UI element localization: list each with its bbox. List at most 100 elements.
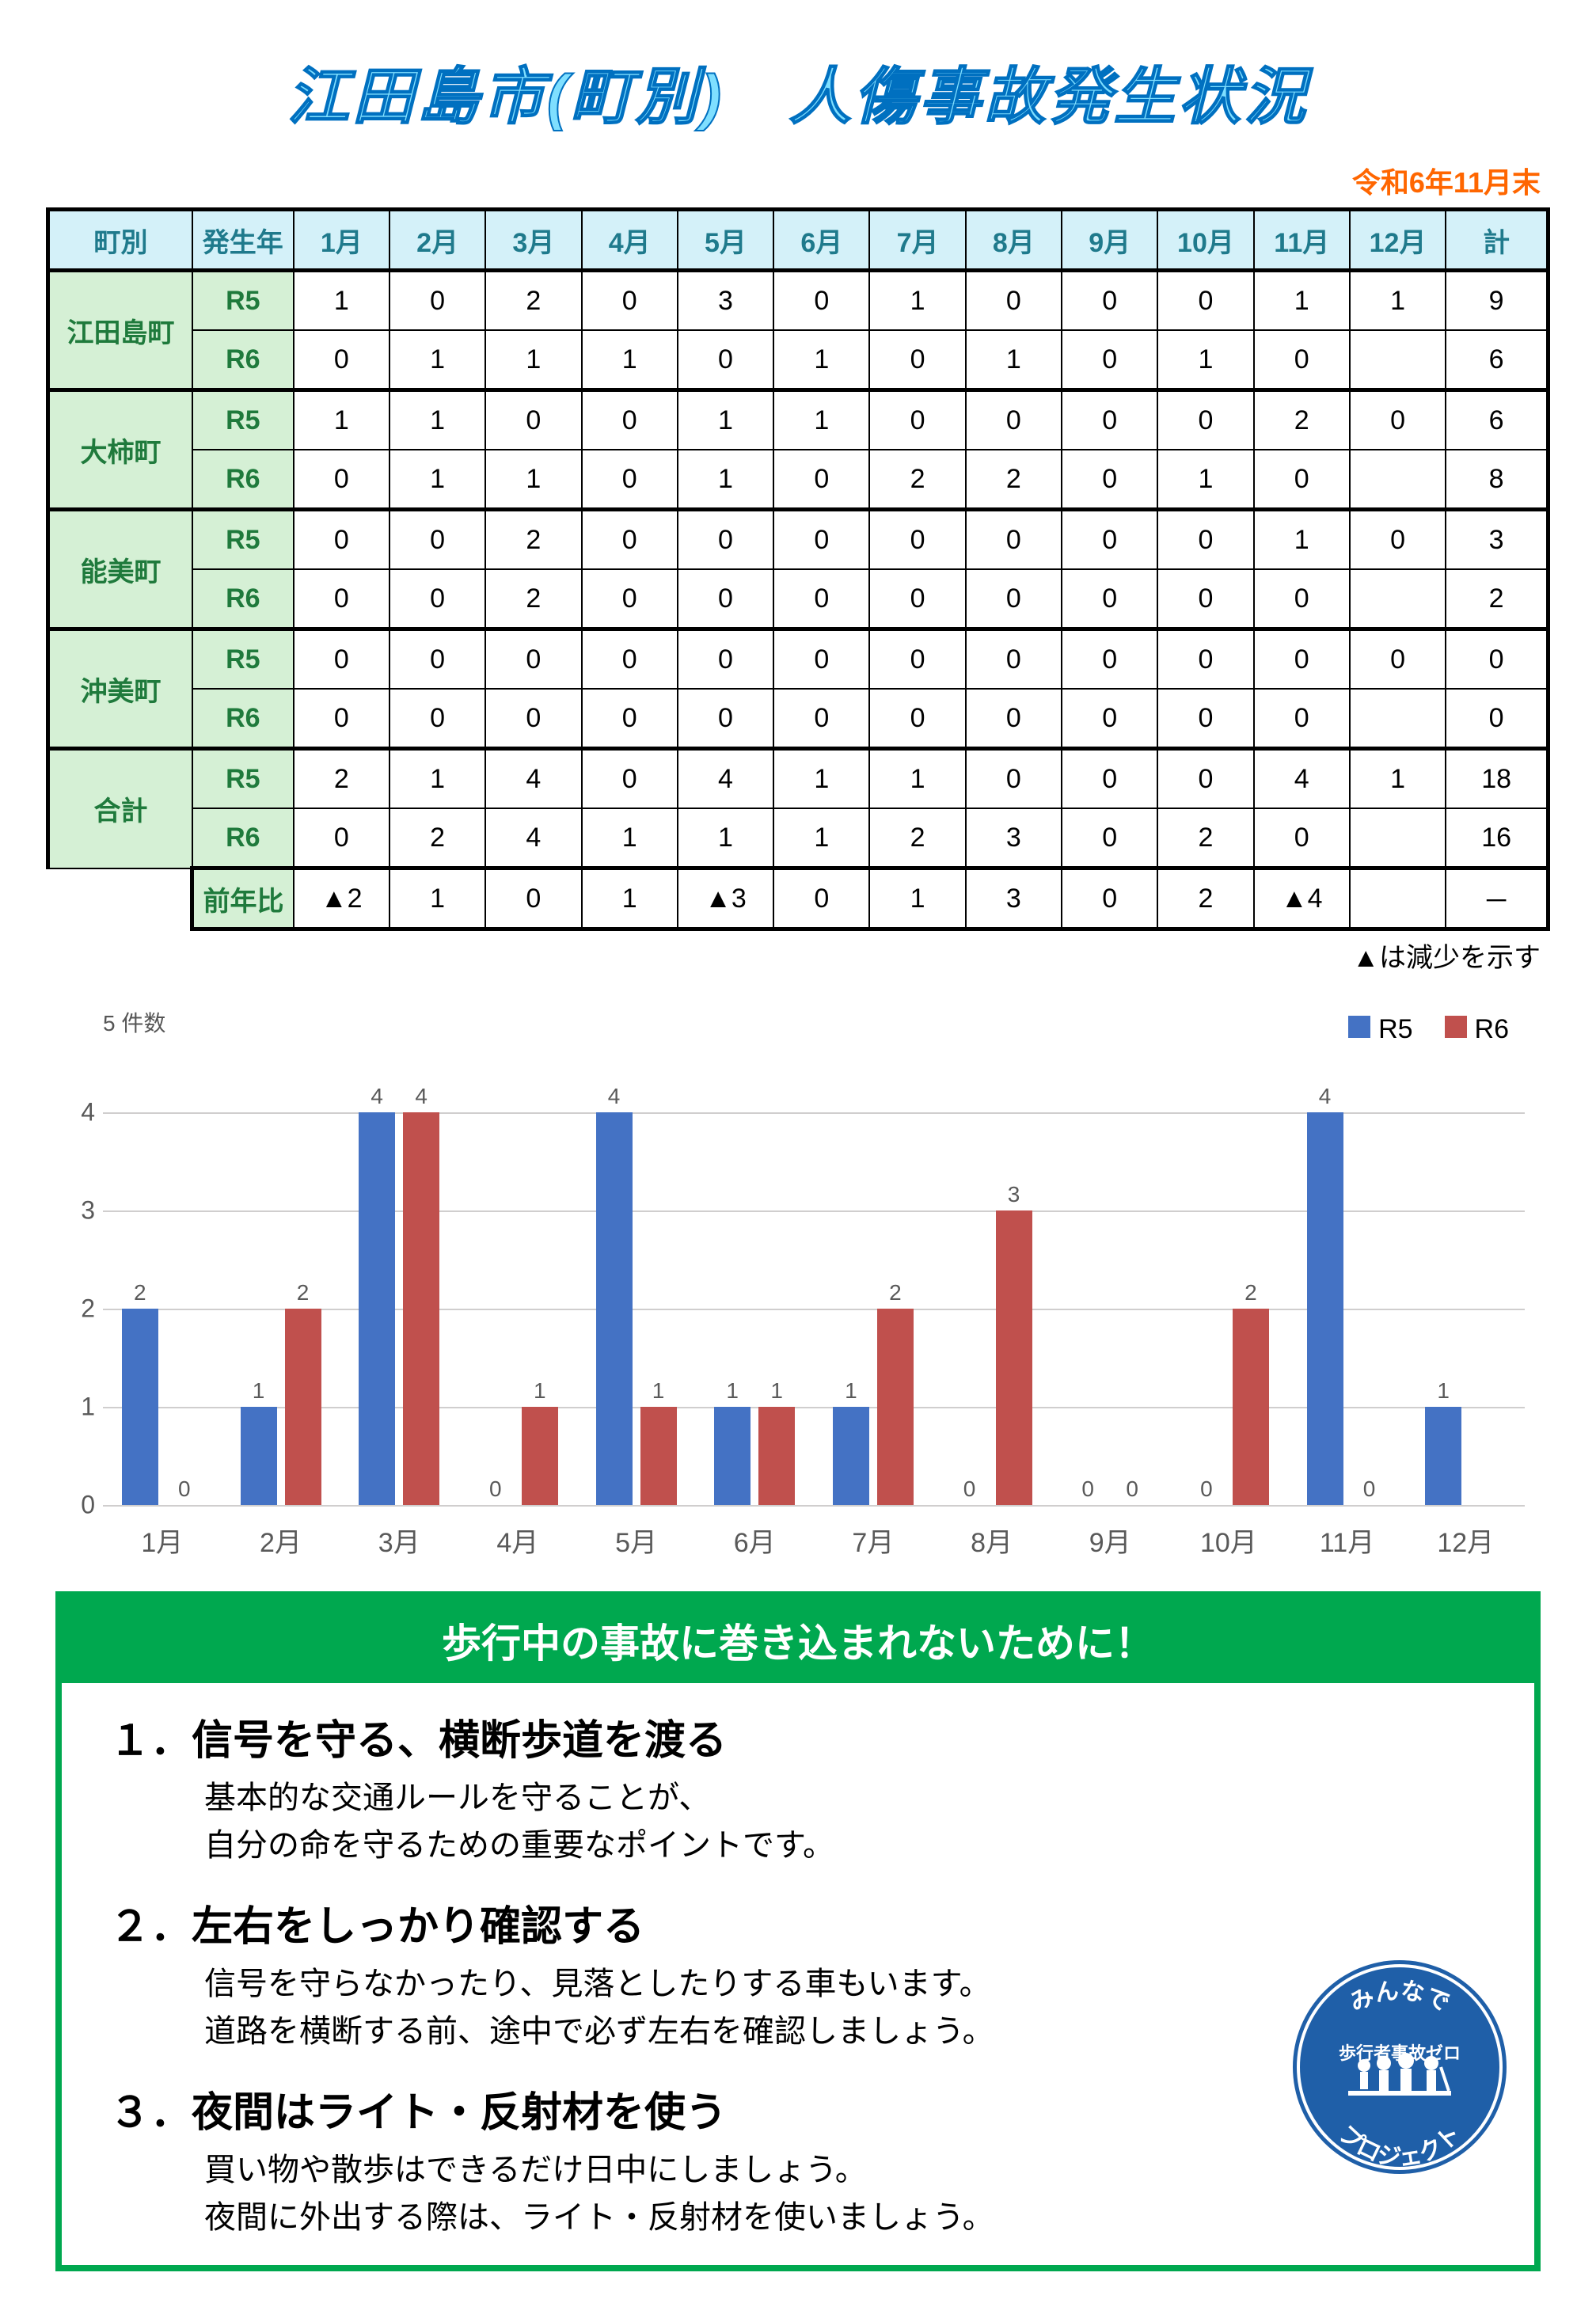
advice-item: ２．左右をしっかり確認する信号を守らなかったり、見落としたりする車もいます。道路…: [109, 1893, 1487, 2055]
data-cell: 0: [582, 689, 678, 749]
y-tick: 2: [63, 1294, 95, 1324]
data-cell: 0: [485, 390, 581, 450]
town-name: 沖美町: [48, 629, 192, 749]
bar: 1: [714, 1407, 750, 1505]
data-cell: 0: [966, 569, 1062, 629]
data-cell: 1: [582, 808, 678, 868]
x-label: 11月: [1288, 1521, 1407, 1560]
table-header: 1月: [294, 210, 390, 271]
bar-group: 41: [577, 1014, 696, 1505]
data-cell: 1: [390, 330, 485, 390]
data-cell: 0: [966, 689, 1062, 749]
data-cell: 0: [390, 629, 485, 690]
bar-value-label: 1: [714, 1378, 750, 1404]
data-cell: 0: [390, 271, 485, 331]
data-cell: 16: [1446, 808, 1548, 868]
data-cell: 1: [678, 390, 773, 450]
page-title: 江田島市(町別) 人傷事故発生状況: [32, 48, 1564, 136]
data-cell: 0: [1446, 629, 1548, 690]
y-tick: 4: [63, 1098, 95, 1127]
advice-item: １．信号を守る、横断歩道を渡る基本的な交通ルールを守ることが、自分の命を守るため…: [109, 1707, 1487, 1869]
data-cell: 1: [582, 330, 678, 390]
diff-cell: 0: [773, 868, 869, 929]
bar-value-label: 4: [1307, 1084, 1343, 1109]
table-header: 9月: [1062, 210, 1157, 271]
year-cell: R6: [192, 450, 294, 510]
data-cell: [1350, 450, 1446, 510]
bar-group: 02: [1169, 1014, 1288, 1505]
data-cell: 0: [294, 629, 390, 690]
data-cell: 0: [1062, 510, 1157, 570]
table-header: 計: [1446, 210, 1548, 271]
data-cell: 0: [773, 629, 869, 690]
accident-table: 町別発生年1月2月3月4月5月6月7月8月9月10月11月12月計 江田島町R5…: [46, 207, 1550, 931]
data-cell: 0: [1157, 569, 1253, 629]
data-cell: 3: [966, 808, 1062, 868]
data-cell: 0: [869, 629, 965, 690]
year-cell: R6: [192, 569, 294, 629]
table-header: 4月: [582, 210, 678, 271]
data-cell: 0: [1062, 689, 1157, 749]
diff-cell: 0: [1062, 868, 1157, 929]
data-cell: 0: [966, 510, 1062, 570]
x-label: 4月: [458, 1521, 577, 1560]
diff-cell: 1: [582, 868, 678, 929]
bar-group: 12: [222, 1014, 340, 1505]
data-cell: 1: [390, 450, 485, 510]
diff-cell: 3: [966, 868, 1062, 929]
bar-value-label: 4: [359, 1084, 395, 1109]
data-cell: 0: [1254, 629, 1350, 690]
table-footnote: ▲は減少を示す: [32, 936, 1541, 975]
bar-value-label: 1: [522, 1378, 558, 1404]
bar-group: 40: [1288, 1014, 1407, 1505]
advice-body: 基本的な交通ルールを守ることが、自分の命を守るための重要なポイントです。: [204, 1774, 1487, 1869]
bar: 3: [996, 1210, 1032, 1505]
diff-cell: ▲3: [678, 868, 773, 929]
diff-cell: ▲2: [294, 868, 390, 929]
data-cell: 0: [294, 330, 390, 390]
bar: 1: [758, 1407, 795, 1505]
y-tick: 3: [63, 1196, 95, 1226]
data-cell: 0: [1157, 689, 1253, 749]
data-cell: 6: [1446, 330, 1548, 390]
bar: 2: [285, 1309, 321, 1505]
bar-value-label: 2: [122, 1280, 158, 1305]
bar-group: 03: [933, 1014, 1051, 1505]
table-header: 10月: [1157, 210, 1253, 271]
data-cell: 0: [390, 569, 485, 629]
data-cell: 2: [1446, 569, 1548, 629]
data-cell: 3: [678, 271, 773, 331]
diff-cell: 1: [869, 868, 965, 929]
bar-value-label: 0: [1114, 1476, 1150, 1502]
data-cell: 4: [485, 808, 581, 868]
data-cell: [1350, 808, 1446, 868]
data-cell: 0: [582, 390, 678, 450]
data-cell: 9: [1446, 271, 1548, 331]
data-cell: 0: [390, 510, 485, 570]
data-cell: 0: [869, 330, 965, 390]
x-label: 7月: [814, 1521, 933, 1560]
bar-group: 00: [1051, 1014, 1169, 1505]
data-cell: 0: [966, 749, 1062, 809]
bar-group: 01: [458, 1014, 577, 1505]
town-name: 大柿町: [48, 390, 192, 510]
data-cell: 1: [1157, 450, 1253, 510]
data-cell: 0: [1254, 450, 1350, 510]
bar-value-label: 2: [1233, 1280, 1269, 1305]
data-cell: 0: [1350, 629, 1446, 690]
bar-group: 12: [814, 1014, 933, 1505]
diff-cell: 0: [485, 868, 581, 929]
data-cell: 0: [678, 510, 773, 570]
bar: 4: [359, 1112, 395, 1505]
year-cell: R5: [192, 271, 294, 331]
data-cell: 1: [294, 390, 390, 450]
bar-value-label: 1: [640, 1378, 677, 1404]
table-header: 12月: [1350, 210, 1446, 271]
data-cell: 1: [773, 330, 869, 390]
data-cell: 0: [1446, 689, 1548, 749]
data-cell: 1: [294, 271, 390, 331]
diff-cell: [1350, 868, 1446, 929]
data-cell: 0: [294, 450, 390, 510]
data-cell: 1: [1254, 510, 1350, 570]
year-cell: R5: [192, 390, 294, 450]
